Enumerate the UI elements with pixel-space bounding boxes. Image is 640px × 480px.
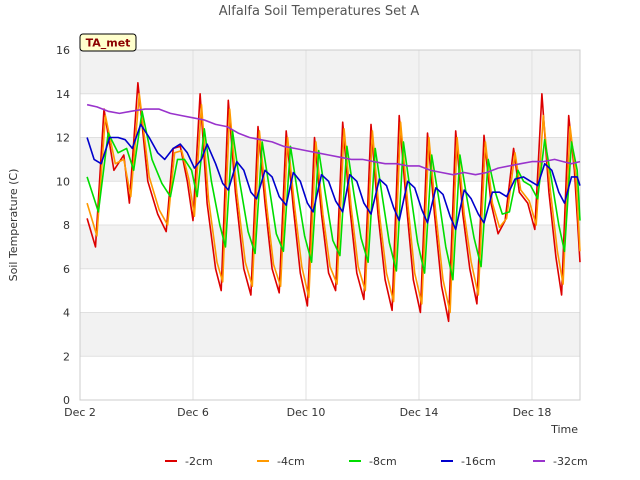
series-line-minus-2cm [86, 82, 581, 323]
series-line-minus-4cm [86, 93, 581, 314]
background-band [80, 50, 580, 94]
met-badge-label: TA_met [86, 37, 131, 50]
y-tick-label: 6 [63, 263, 70, 276]
series-line-minus-8cm [86, 110, 581, 281]
x-tick-label: Dec 18 [513, 406, 552, 419]
plot-background-bands [80, 50, 580, 357]
y-tick-label: 10 [56, 175, 70, 188]
background-band [80, 137, 580, 182]
y-tick-label: 16 [56, 44, 70, 57]
legend-label: -8cm [369, 455, 397, 468]
legend-label: -2cm [185, 455, 213, 468]
x-tick-label: Dec 2 [64, 406, 96, 419]
legend-label: -4cm [277, 455, 305, 468]
y-tick-label: 14 [56, 88, 70, 101]
x-axis-label: Time [550, 423, 578, 436]
y-tick-label: 8 [63, 219, 70, 232]
legend: -2cm -4cm -8cm -16cm -32cm [165, 455, 588, 468]
y-axis-ticks: 0 2 4 6 8 10 12 14 16 [56, 44, 70, 407]
y-tick-label: 4 [63, 307, 70, 320]
series-line-minus-32cm [86, 103, 581, 176]
y-tick-label: 0 [63, 394, 70, 407]
y-tick-label: 12 [56, 132, 70, 145]
legend-label: -32cm [553, 455, 588, 468]
x-axis-ticks: Dec 2 Dec 6 Dec 10 Dec 14 Dec 18 [64, 406, 551, 419]
met-badge: TA_met [79, 33, 137, 52]
x-tick-label: Dec 6 [177, 406, 209, 419]
chart-title: Alfalfa Soil Temperatures Set A [219, 4, 420, 19]
y-tick-label: 2 [63, 350, 70, 363]
x-tick-label: Dec 14 [400, 406, 439, 419]
x-tick-label: Dec 10 [287, 406, 326, 419]
background-band [80, 312, 580, 357]
series-line-minus-16cm [86, 123, 581, 231]
plot-area [79, 49, 581, 401]
series-lines [86, 82, 581, 323]
legend-label: -16cm [461, 455, 496, 468]
y-axis-label: Soil Temperature (C) [7, 169, 20, 282]
